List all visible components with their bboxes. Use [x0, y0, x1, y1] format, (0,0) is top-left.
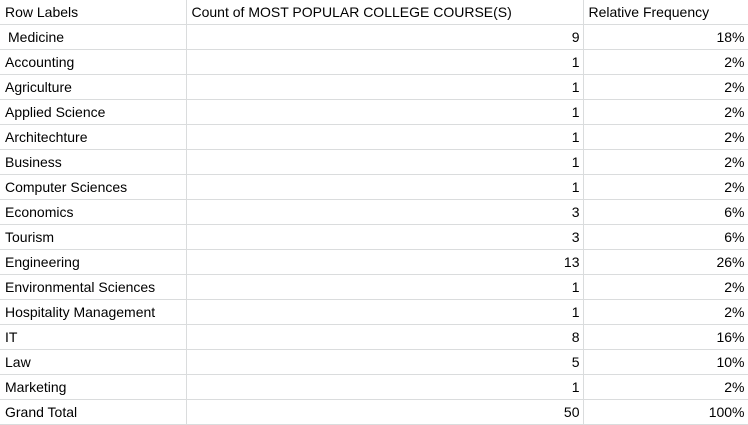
count-cell[interactable]: 1 — [186, 274, 584, 300]
count-cell[interactable]: 8 — [186, 324, 584, 350]
relative-frequency-cell[interactable]: 18% — [583, 24, 748, 50]
table-row: Marketing 1 2% — [0, 374, 748, 400]
count-cell[interactable]: 9 — [186, 24, 584, 50]
table-row: Engineering 13 26% — [0, 249, 748, 275]
row-label-cell[interactable]: Applied Science — [0, 99, 187, 125]
relative-frequency-cell[interactable]: 2% — [583, 374, 748, 400]
table-row: Architechture 1 2% — [0, 124, 748, 150]
relative-frequency-cell[interactable]: 2% — [583, 274, 748, 300]
row-label-cell[interactable]: IT — [0, 324, 187, 350]
relative-frequency-cell[interactable]: 26% — [583, 249, 748, 275]
table-row: Accounting 1 2% — [0, 49, 748, 75]
grand-total-relative-frequency[interactable]: 100% — [583, 399, 748, 425]
count-cell[interactable]: 1 — [186, 99, 584, 125]
row-label-cell[interactable]: Hospitality Management — [0, 299, 187, 325]
count-cell[interactable]: 1 — [186, 74, 584, 100]
relative-frequency-cell[interactable]: 2% — [583, 124, 748, 150]
count-cell[interactable]: 5 — [186, 349, 584, 375]
table-row: Business 1 2% — [0, 149, 748, 175]
count-cell[interactable]: 1 — [186, 374, 584, 400]
relative-frequency-cell[interactable]: 6% — [583, 224, 748, 250]
header-row: Row Labels Count of MOST POPULAR COLLEGE… — [0, 0, 748, 25]
table-row: Hospitality Management 1 2% — [0, 299, 748, 325]
count-cell[interactable]: 13 — [186, 249, 584, 275]
row-labels-header[interactable]: Row Labels — [0, 0, 187, 25]
relative-frequency-cell[interactable]: 16% — [583, 324, 748, 350]
count-cell[interactable]: 1 — [186, 49, 584, 75]
row-label-cell[interactable]: Economics — [0, 199, 187, 225]
grand-total-label[interactable]: Grand Total — [0, 399, 187, 425]
count-header[interactable]: Count of MOST POPULAR COLLEGE COURSE(S) — [186, 0, 584, 25]
table-row: Medicine 9 18% — [0, 24, 748, 50]
row-label-cell[interactable]: Architechture — [0, 124, 187, 150]
count-cell[interactable]: 3 — [186, 199, 584, 225]
table-row: Tourism 3 6% — [0, 224, 748, 250]
relative-frequency-cell[interactable]: 2% — [583, 299, 748, 325]
relative-frequency-cell[interactable]: 10% — [583, 349, 748, 375]
table-row: Economics 3 6% — [0, 199, 748, 225]
table-row: Environmental Sciences 1 2% — [0, 274, 748, 300]
relative-frequency-cell[interactable]: 2% — [583, 99, 748, 125]
count-cell[interactable]: 1 — [186, 299, 584, 325]
grand-total-row: Grand Total 50 100% — [0, 399, 748, 425]
table-row: Computer Sciences 1 2% — [0, 174, 748, 200]
relative-frequency-cell[interactable]: 6% — [583, 199, 748, 225]
row-label-cell[interactable]: Accounting — [0, 49, 187, 75]
relative-frequency-cell[interactable]: 2% — [583, 74, 748, 100]
row-label-cell[interactable]: Law — [0, 349, 187, 375]
count-cell[interactable]: 1 — [186, 149, 584, 175]
grand-total-count[interactable]: 50 — [186, 399, 584, 425]
relative-frequency-header[interactable]: Relative Frequency — [583, 0, 748, 25]
row-label-cell[interactable]: Engineering — [0, 249, 187, 275]
count-cell[interactable]: 1 — [186, 174, 584, 200]
row-label-cell[interactable]: Computer Sciences — [0, 174, 187, 200]
row-label-cell[interactable]: Environmental Sciences — [0, 274, 187, 300]
relative-frequency-cell[interactable]: 2% — [583, 149, 748, 175]
table-row: IT 8 16% — [0, 324, 748, 350]
row-label-cell[interactable]: Marketing — [0, 374, 187, 400]
row-label-cell[interactable]: Agriculture — [0, 74, 187, 100]
table-row: Applied Science 1 2% — [0, 99, 748, 125]
count-cell[interactable]: 3 — [186, 224, 584, 250]
relative-frequency-cell[interactable]: 2% — [583, 174, 748, 200]
row-label-cell[interactable]: Tourism — [0, 224, 187, 250]
row-label-cell[interactable]: Business — [0, 149, 187, 175]
table-row: Law 5 10% — [0, 349, 748, 375]
table-row: Agriculture 1 2% — [0, 74, 748, 100]
row-label-cell[interactable]: Medicine — [0, 24, 187, 50]
count-cell[interactable]: 1 — [186, 124, 584, 150]
relative-frequency-cell[interactable]: 2% — [583, 49, 748, 75]
